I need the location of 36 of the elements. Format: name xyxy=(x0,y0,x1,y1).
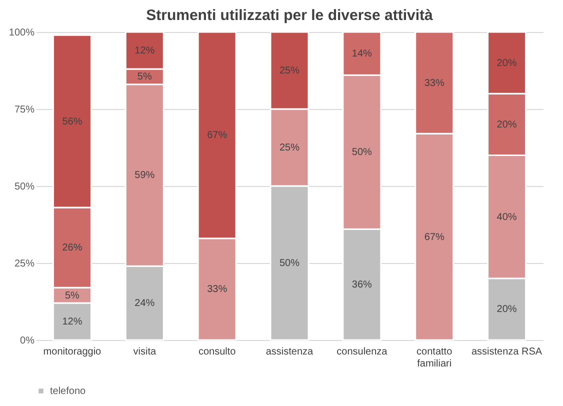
data-label: 50% xyxy=(352,147,372,158)
x-tick-label: contatto familiari xyxy=(416,346,453,370)
x-tick-label: consulto xyxy=(198,346,236,358)
data-label: 67% xyxy=(424,232,444,243)
chart-title: Strumenti utilizzati per le diverse attività xyxy=(146,7,434,24)
data-label: 36% xyxy=(352,280,372,291)
y-tick-label: 100% xyxy=(8,28,35,38)
x-tick-label: assistenza RSA xyxy=(471,346,542,358)
data-label: 59% xyxy=(134,170,155,182)
data-label: 50% xyxy=(279,258,300,269)
y-tick-label: 50% xyxy=(14,182,35,192)
x-tick-label: assistenza xyxy=(266,346,314,358)
data-label: 5% xyxy=(137,72,152,83)
y-tick-label: 25% xyxy=(14,258,35,270)
data-label: 26% xyxy=(62,242,82,254)
data-label: 14% xyxy=(352,48,372,60)
data-label: 25% xyxy=(279,142,300,154)
data-label: 20% xyxy=(496,58,517,69)
data-label: 40% xyxy=(496,212,517,223)
legend-label: telefono xyxy=(50,386,86,397)
data-label: 12% xyxy=(134,45,155,56)
data-label: 5% xyxy=(64,290,80,302)
data-label: 24% xyxy=(134,298,155,310)
data-label: 33% xyxy=(424,78,444,89)
data-label: 33% xyxy=(207,284,228,296)
x-tick-label: monitoraggio xyxy=(43,346,102,358)
x-tick-label: visita xyxy=(133,346,156,358)
data-label: 12% xyxy=(62,316,82,328)
y-tick-label: 0% xyxy=(20,336,35,346)
y-tick-label: 75% xyxy=(14,104,35,116)
data-label: 25% xyxy=(279,66,300,76)
x-tick-label: consulenza xyxy=(336,346,388,358)
data-label: 56% xyxy=(62,116,82,128)
data-label: 20% xyxy=(496,304,517,316)
data-label: 67% xyxy=(207,130,228,142)
data-label: 20% xyxy=(496,119,517,130)
